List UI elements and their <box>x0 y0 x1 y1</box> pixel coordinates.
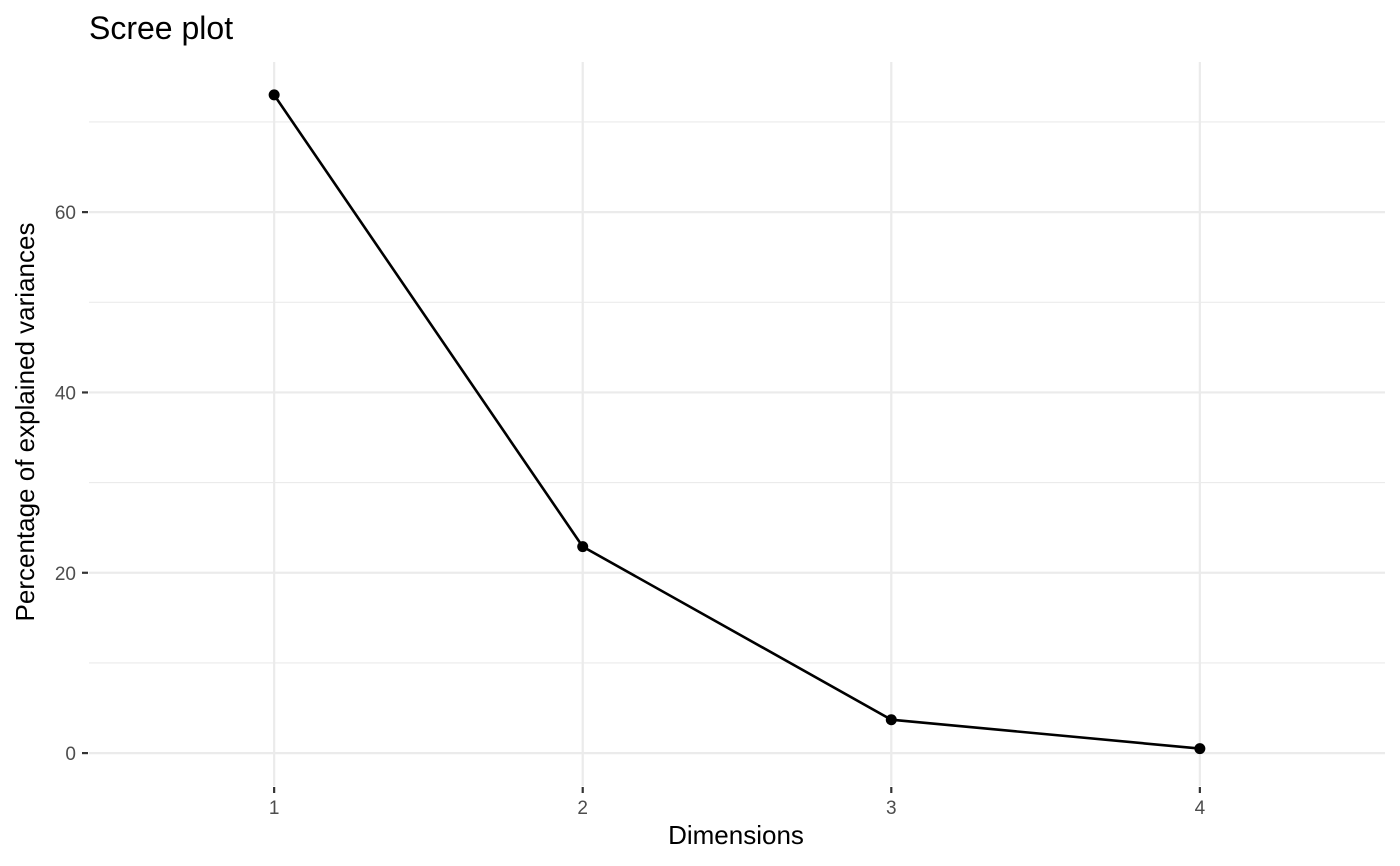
y-axis-title: Percentage of explained variances <box>10 223 40 622</box>
data-point <box>268 89 280 101</box>
y-tick-label: 0 <box>65 744 76 765</box>
data-point <box>885 714 897 726</box>
x-tick-label: 4 <box>1195 798 1206 819</box>
data-point <box>1194 743 1206 755</box>
x-tick-label: 1 <box>269 798 280 819</box>
y-tick-label: 40 <box>55 383 76 404</box>
x-tick-label: 3 <box>886 798 897 819</box>
series-layer <box>268 89 1206 755</box>
grid-layer <box>89 62 1385 786</box>
data-point <box>577 541 589 553</box>
y-tick-label: 20 <box>55 564 76 585</box>
x-tick-label: 2 <box>577 798 588 819</box>
axes-layer: 0 20 40 60 1 2 3 4 <box>55 203 1206 819</box>
chart-title: Scree plot <box>89 10 233 46</box>
x-axis-title: Dimensions <box>668 820 804 850</box>
y-tick-label: 60 <box>55 203 76 224</box>
series-line <box>273 94 1201 750</box>
